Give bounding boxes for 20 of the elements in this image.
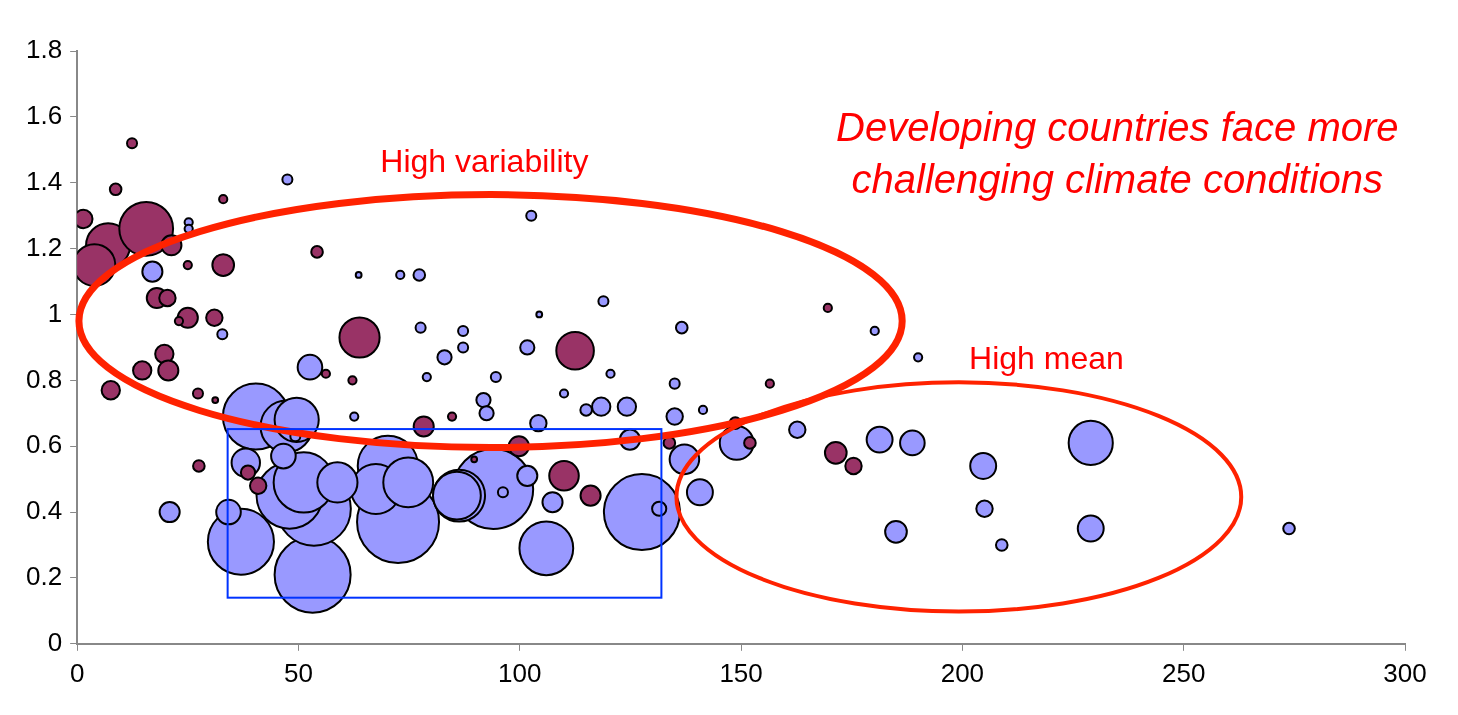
y-tick-label: 0.6 — [25, 429, 63, 460]
x-tick-label: 50 — [283, 657, 313, 688]
annotation: High mean — [969, 340, 1124, 377]
annotation: High variability — [380, 142, 589, 179]
x-tick-label: 300 — [1383, 657, 1427, 688]
y-tick-label: 0.8 — [25, 363, 63, 394]
y-tick-label: 0 — [47, 626, 63, 657]
y-tick-label: 1 — [47, 297, 63, 328]
x-tick-label: 200 — [940, 657, 985, 688]
y-tick-label: 0.4 — [25, 495, 63, 526]
y-tick-label: 0.2 — [25, 561, 63, 592]
annotation: Developing countries face more challenging climate conditions — [836, 105, 1399, 202]
x-tick-label: 250 — [1162, 657, 1206, 688]
x-tick-label: 100 — [498, 657, 542, 688]
y-tick-label: 1.4 — [25, 165, 63, 196]
y-tick-label: 1.8 — [25, 34, 63, 65]
x-tick-label: 150 — [719, 657, 763, 688]
y-tick-label: 1.2 — [25, 231, 63, 262]
y-tick-label: 1.6 — [25, 100, 63, 131]
x-tick-label: 0 — [69, 657, 85, 688]
